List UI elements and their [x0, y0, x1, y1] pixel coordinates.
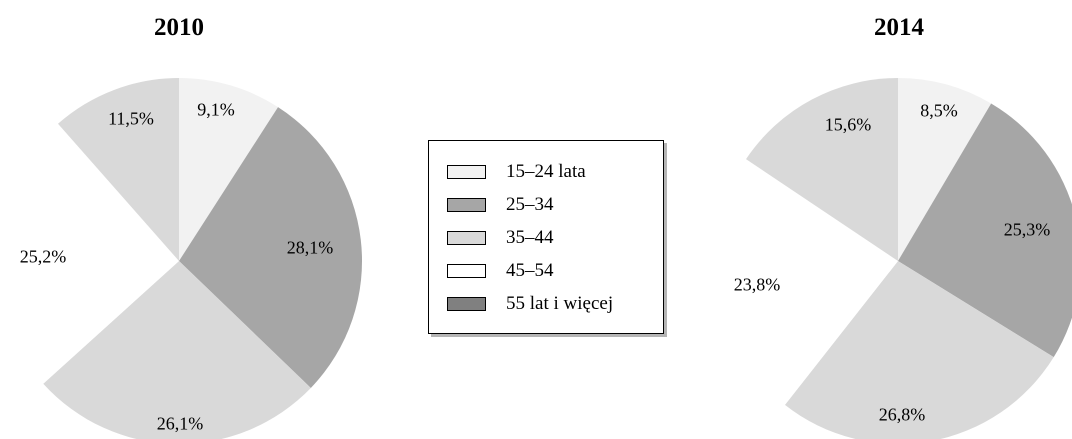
slice-label-2010-55-plus: 11,5%	[108, 108, 154, 129]
pie-slice-2010-45-54	[0, 123, 179, 384]
legend-list: 15–24 lata 25–34 35–44 45–54 55 lat i wi…	[429, 141, 663, 320]
slice-label-2010-45-54: 25,2%	[19, 246, 67, 267]
pie-slice-2010-35-44	[43, 261, 311, 439]
legend-swatch	[447, 263, 486, 278]
legend-item-25-34: 25–34	[447, 188, 663, 221]
legend-swatch	[447, 296, 486, 311]
pie-slice-2010-55-plus	[57, 78, 180, 261]
pie-title-2010: 2010	[154, 14, 204, 41]
legend-label: 55 lat i więcej	[506, 292, 614, 314]
legend-label: 15–24 lata	[506, 160, 586, 182]
legend-label: 35–44	[506, 226, 554, 248]
legend-item-45-54: 45–54	[447, 254, 663, 287]
pie-slice-2014-15-24	[898, 78, 992, 261]
legend-item-35-44: 35–44	[447, 221, 663, 254]
legend-item-55-plus: 55 lat i więcej	[447, 287, 663, 320]
slice-label-2014-55-plus: 15,6%	[824, 114, 872, 135]
legend-label: 25–34	[506, 193, 554, 215]
slice-label-2010-15-24: 9,1%	[197, 99, 235, 120]
pie-slice-2014-35-44	[784, 261, 1054, 439]
legend-item-15-24: 15–24 lata	[447, 155, 663, 188]
legend-swatch	[447, 164, 486, 179]
legend-swatch	[447, 197, 486, 212]
slice-label-2010-35-44: 26,1%	[156, 413, 204, 434]
pie-slice-2014-25-34	[898, 103, 1072, 358]
slice-label-2014-25-34: 25,3%	[1003, 219, 1051, 240]
slice-label-2010-25-34: 28,1%	[286, 237, 334, 258]
slice-label-2014-15-24: 8,5%	[920, 100, 958, 121]
slice-label-2014-45-54: 23,8%	[733, 274, 781, 295]
legend-label: 45–54	[506, 259, 554, 281]
pie-slice-2014-55-plus	[746, 77, 898, 261]
legend-swatch	[447, 230, 486, 245]
pie-title-2014: 2014	[874, 14, 924, 41]
slice-label-2014-35-44: 26,8%	[878, 404, 926, 425]
pie-slice-2010-15-24	[179, 78, 279, 261]
pie-slice-2014-45-54	[714, 159, 898, 405]
legend: 15–24 lata 25–34 35–44 45–54 55 lat i wi…	[428, 140, 664, 334]
pie-slice-2010-25-34	[179, 107, 363, 388]
